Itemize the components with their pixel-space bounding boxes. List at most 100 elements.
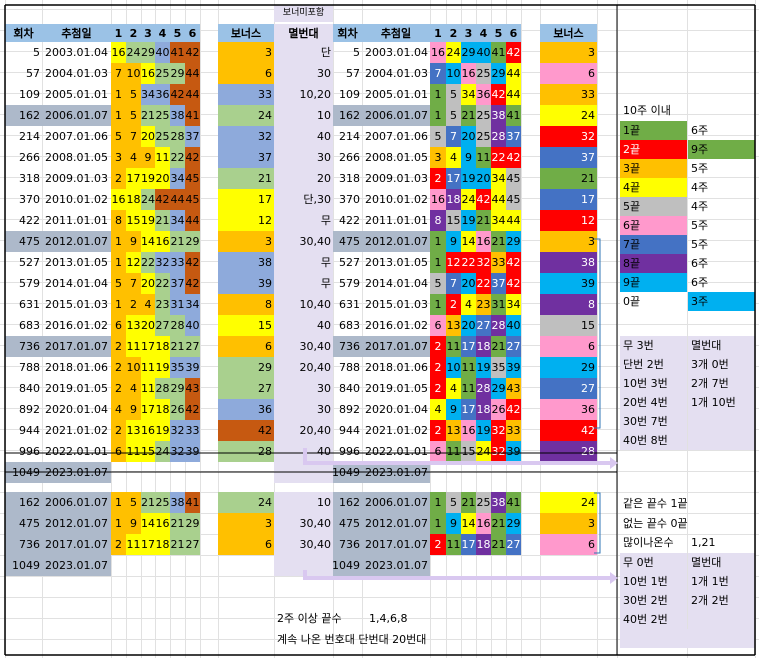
- number-cell[interactable]: 29: [185, 513, 200, 534]
- number-cell-r[interactable]: 21: [491, 336, 506, 357]
- number-cell-r[interactable]: 1: [430, 492, 446, 513]
- number-cell[interactable]: 5: [126, 105, 141, 126]
- number-cell[interactable]: 41: [170, 42, 185, 63]
- number-cell-r[interactable]: 5: [446, 105, 461, 126]
- number-cell-r[interactable]: 24: [461, 189, 476, 210]
- number-cell-r[interactable]: [491, 555, 506, 576]
- bonus-cell-r[interactable]: [540, 555, 597, 576]
- number-cell-r[interactable]: 18: [476, 336, 491, 357]
- round-cell-r[interactable]: 266: [339, 151, 360, 164]
- legend-title[interactable]: 10주 이내: [623, 104, 671, 117]
- number-cell[interactable]: 22: [155, 273, 170, 294]
- bonus-cell[interactable]: 37: [218, 147, 274, 168]
- date-cell-r[interactable]: 2012.01.07: [362, 231, 430, 252]
- round-cell[interactable]: 162: [5, 492, 42, 513]
- number-cell[interactable]: 26: [170, 399, 185, 420]
- number-cell[interactable]: 34: [170, 168, 185, 189]
- number-cell-r[interactable]: 4: [461, 294, 476, 315]
- number-cell-r[interactable]: 25: [476, 63, 491, 84]
- bonus-cell-r[interactable]: 33: [540, 84, 597, 105]
- number-cell-r[interactable]: 1: [430, 105, 446, 126]
- number-cell-r[interactable]: 1: [430, 294, 446, 315]
- number-cell-r[interactable]: [506, 462, 521, 483]
- number-cell-r[interactable]: 37: [491, 273, 506, 294]
- legend-count[interactable]: 5주: [691, 238, 709, 251]
- number-cell[interactable]: 42: [185, 147, 200, 168]
- number-cell-r[interactable]: 6: [430, 441, 446, 462]
- number-cell[interactable]: 23: [155, 294, 170, 315]
- number-cell[interactable]: [111, 555, 126, 576]
- exclude-cell[interactable]: 40: [274, 315, 333, 336]
- number-cell-r[interactable]: 22: [461, 252, 476, 273]
- date-cell-r[interactable]: 2022.01.01: [365, 445, 428, 458]
- number-cell[interactable]: 5: [111, 273, 126, 294]
- round-cell[interactable]: 683: [19, 319, 40, 332]
- number-cell[interactable]: 11: [141, 357, 155, 378]
- number-cell-r[interactable]: 42: [506, 42, 521, 63]
- number-cell[interactable]: 1: [111, 492, 126, 513]
- date-cell[interactable]: 2009.01.03: [45, 172, 108, 185]
- date-cell-r[interactable]: 2023.01.07: [362, 462, 430, 483]
- number-cell-r[interactable]: 17: [446, 168, 461, 189]
- exclude-cell[interactable]: 30,40: [274, 534, 333, 555]
- number-cell-r[interactable]: 2: [430, 378, 446, 399]
- number-cell-r[interactable]: 9: [446, 513, 461, 534]
- number-cell-r[interactable]: 25: [476, 105, 491, 126]
- number-cell-r[interactable]: 39: [506, 357, 521, 378]
- number-cell[interactable]: 9: [126, 399, 141, 420]
- number-cell[interactable]: 14: [141, 231, 155, 252]
- bonus-cell[interactable]: 33: [218, 84, 274, 105]
- round-cell[interactable]: 214: [19, 130, 40, 143]
- number-cell[interactable]: 15: [141, 441, 155, 462]
- number-cell[interactable]: 27: [155, 315, 170, 336]
- date-cell[interactable]: 2003.01.04: [45, 46, 108, 59]
- round-cell[interactable]: 422: [19, 214, 40, 227]
- number-cell[interactable]: 10: [126, 63, 141, 84]
- number-cell-r[interactable]: 42: [506, 273, 521, 294]
- number-cell-r[interactable]: 45: [506, 189, 521, 210]
- number-cell[interactable]: 21: [170, 231, 185, 252]
- stats2-right[interactable]: 멸번대: [688, 553, 755, 572]
- legend-label[interactable]: 6끝: [620, 216, 687, 235]
- number-cell[interactable]: 31: [170, 294, 185, 315]
- number-cell[interactable]: 25: [155, 105, 170, 126]
- date-cell[interactable]: 2013.01.05: [45, 256, 108, 269]
- number-cell[interactable]: 13: [126, 315, 141, 336]
- number-cell-r[interactable]: [506, 555, 521, 576]
- round-cell[interactable]: 527: [19, 256, 40, 269]
- bonus-cell[interactable]: 3: [218, 231, 274, 252]
- footer-line2[interactable]: 계속 나온 번호대 단번대 20번대: [277, 632, 427, 646]
- number-cell-r[interactable]: 21: [461, 492, 476, 513]
- number-cell-r[interactable]: 15: [461, 441, 476, 462]
- number-cell-r[interactable]: 4: [446, 147, 461, 168]
- header-bonus[interactable]: 보너스: [218, 24, 274, 42]
- number-cell-r[interactable]: 2: [430, 168, 446, 189]
- bonus-cell[interactable]: 17: [218, 189, 274, 210]
- exclude-cell[interactable]: 10,20: [274, 84, 333, 105]
- number-cell-r[interactable]: 4: [446, 378, 461, 399]
- exclude-cell[interactable]: 30: [274, 147, 333, 168]
- number-cell-r[interactable]: 16: [476, 231, 491, 252]
- date-cell-r[interactable]: 2005.01.01: [365, 88, 428, 101]
- round-cell-r[interactable]: 683: [339, 319, 360, 332]
- number-cell-r[interactable]: 44: [506, 84, 521, 105]
- number-cell-r[interactable]: 19: [476, 420, 491, 441]
- bonus-cell-r[interactable]: 42: [540, 420, 597, 441]
- number-cell-r[interactable]: [446, 555, 461, 576]
- bonus-cell-r[interactable]: 8: [540, 294, 597, 315]
- number-cell[interactable]: 28: [170, 126, 185, 147]
- number-cell[interactable]: 2: [126, 294, 141, 315]
- date-cell-r[interactable]: 2014.01.04: [365, 277, 428, 290]
- round-cell-r[interactable]: 892: [339, 403, 360, 416]
- date-cell[interactable]: 2014.01.04: [45, 277, 108, 290]
- stats-left[interactable]: 10번 3번: [620, 374, 687, 393]
- header-round-r[interactable]: 회차: [333, 24, 362, 42]
- number-cell-r[interactable]: 32: [476, 252, 491, 273]
- date-cell-r[interactable]: 2019.01.05: [365, 382, 428, 395]
- number-cell-r[interactable]: [461, 462, 476, 483]
- number-cell-r[interactable]: 20: [461, 315, 476, 336]
- round-cell[interactable]: 736: [5, 534, 42, 555]
- bonus-cell-r[interactable]: 3: [540, 231, 597, 252]
- stats2-empty[interactable]: [620, 629, 755, 648]
- number-cell-r[interactable]: 16: [430, 189, 446, 210]
